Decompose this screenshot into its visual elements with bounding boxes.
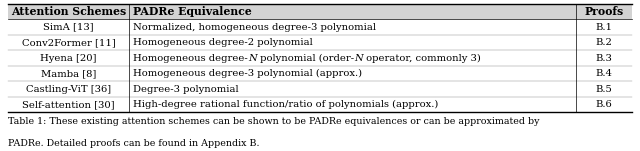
Bar (8, 4, 632, 19)
Text: B.5: B.5 (596, 85, 612, 94)
Text: Conv2Former [11]: Conv2Former [11] (22, 38, 115, 47)
Text: B.4: B.4 (596, 69, 612, 78)
Text: Hyena [20]: Hyena [20] (40, 54, 97, 63)
Text: Homogeneous degree-3 polynomial (approx.): Homogeneous degree-3 polynomial (approx.… (133, 69, 362, 78)
Text: N: N (248, 54, 257, 63)
Text: Mamba [8]: Mamba [8] (41, 69, 96, 78)
Text: B.2: B.2 (596, 38, 612, 47)
Text: Normalized, homogeneous degree-3 polynomial: Normalized, homogeneous degree-3 polynom… (133, 22, 376, 32)
Bar (8, 97, 632, 112)
Bar (8, 35, 632, 50)
Text: High-degree rational function/ratio of polynomials (approx.): High-degree rational function/ratio of p… (133, 100, 438, 109)
Text: operator, commonly 3): operator, commonly 3) (363, 54, 481, 63)
Text: PADRe Equivalence: PADRe Equivalence (133, 6, 252, 17)
Bar (8, 50, 632, 66)
Text: SimA [13]: SimA [13] (44, 22, 94, 32)
Text: PADRe. Detailed proofs can be found in Appendix B.: PADRe. Detailed proofs can be found in A… (8, 139, 259, 148)
Text: Castling-ViT [36]: Castling-ViT [36] (26, 85, 111, 94)
Text: Degree-3 polynomial: Degree-3 polynomial (133, 85, 239, 94)
Text: Proofs: Proofs (584, 6, 624, 17)
Text: Table 1: These existing attention schemes can be shown to be PADRe equivalences : Table 1: These existing attention scheme… (8, 117, 539, 126)
Text: B.1: B.1 (596, 22, 612, 32)
Text: N: N (354, 54, 363, 63)
Bar (8, 66, 632, 81)
Bar (8, 81, 632, 97)
Text: B.3: B.3 (596, 54, 612, 63)
Text: polynomial (order-: polynomial (order- (257, 54, 354, 63)
Text: Homogeneous degree-2 polynomial: Homogeneous degree-2 polynomial (133, 38, 313, 47)
Text: B.6: B.6 (596, 100, 612, 109)
Text: Homogeneous degree-: Homogeneous degree- (133, 54, 248, 63)
Bar (8, 19, 632, 35)
Text: Self-attention [30]: Self-attention [30] (22, 100, 115, 109)
Text: Attention Schemes: Attention Schemes (11, 6, 126, 17)
